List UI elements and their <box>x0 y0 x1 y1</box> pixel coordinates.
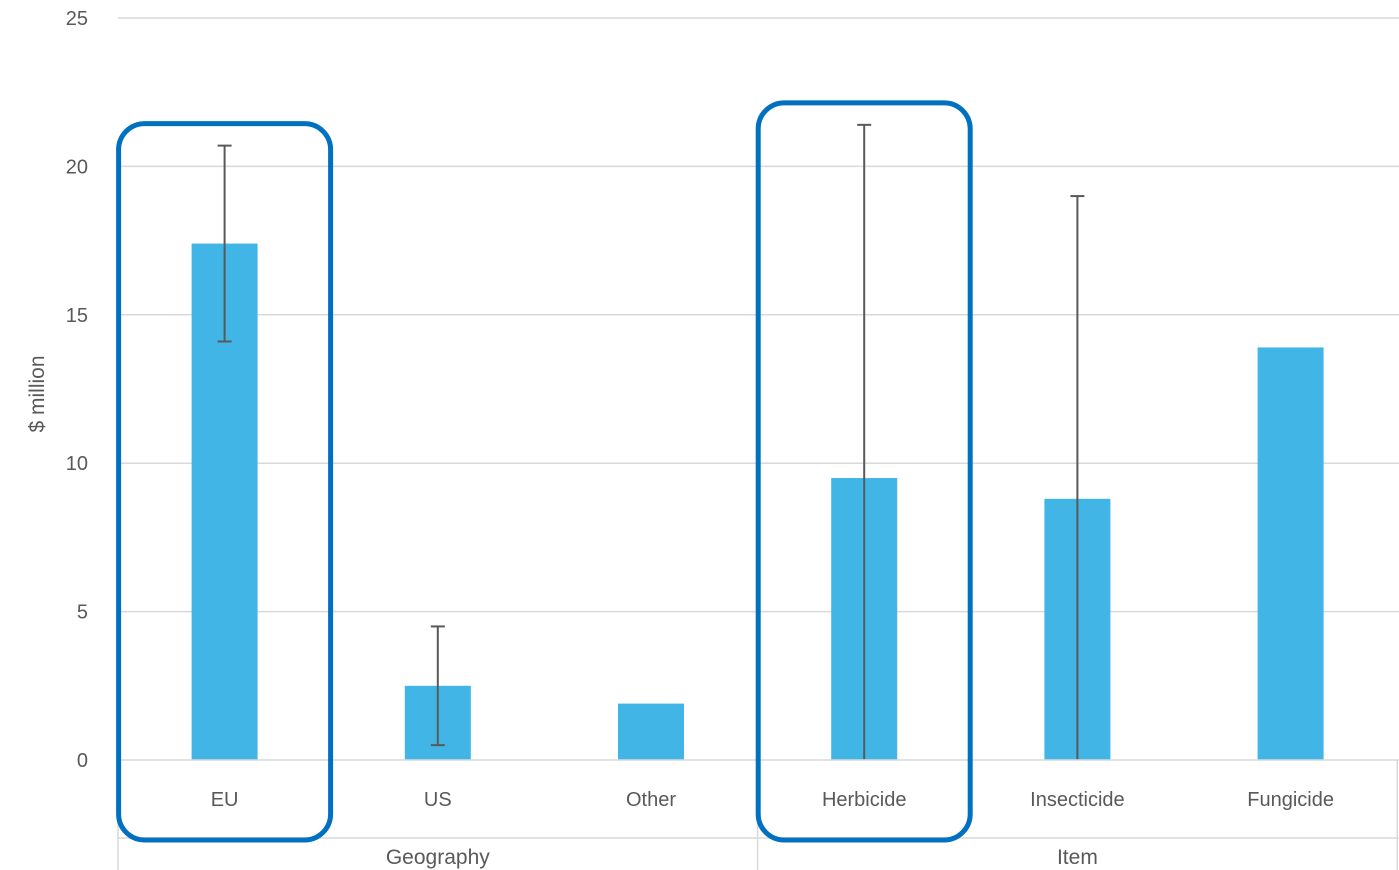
x-tick-label: Insecticide <box>1030 789 1125 811</box>
axis-labels: 0 5 10 15 20 25 EU US Other Herbicide Insecticide F… <box>66 8 1334 869</box>
highlight-box-eu <box>116 121 334 843</box>
y-tick-label: 10 <box>66 453 88 475</box>
highlight-boxes <box>116 100 973 843</box>
y-axis-title: $ million <box>26 355 49 432</box>
highlight-box-herbicide <box>755 100 973 843</box>
x-tick-label: Other <box>626 789 676 811</box>
x-tick-label: US <box>424 789 452 811</box>
y-tick-label: 25 <box>66 8 88 30</box>
error-bar-eu <box>217 144 232 343</box>
error-bars <box>217 123 1085 760</box>
group-label: Geography <box>386 846 490 869</box>
group-label: Item <box>1057 846 1098 869</box>
y-tick-label: 5 <box>77 602 88 624</box>
x-tick-label: Fungicide <box>1247 789 1334 811</box>
x-tick-label: Herbicide <box>822 789 906 811</box>
bar-other <box>618 703 684 760</box>
x-tick-label: EU <box>211 789 239 811</box>
y-tick-label: 15 <box>66 305 88 327</box>
y-tick-label: 0 <box>77 750 88 772</box>
bar-fungicide <box>1257 347 1324 760</box>
error-bar-herbicide <box>857 123 872 760</box>
y-tick-label: 20 <box>66 156 88 178</box>
bars <box>191 243 1324 760</box>
error-bar-insecticide <box>1070 195 1085 760</box>
error-bar-us <box>430 625 445 747</box>
